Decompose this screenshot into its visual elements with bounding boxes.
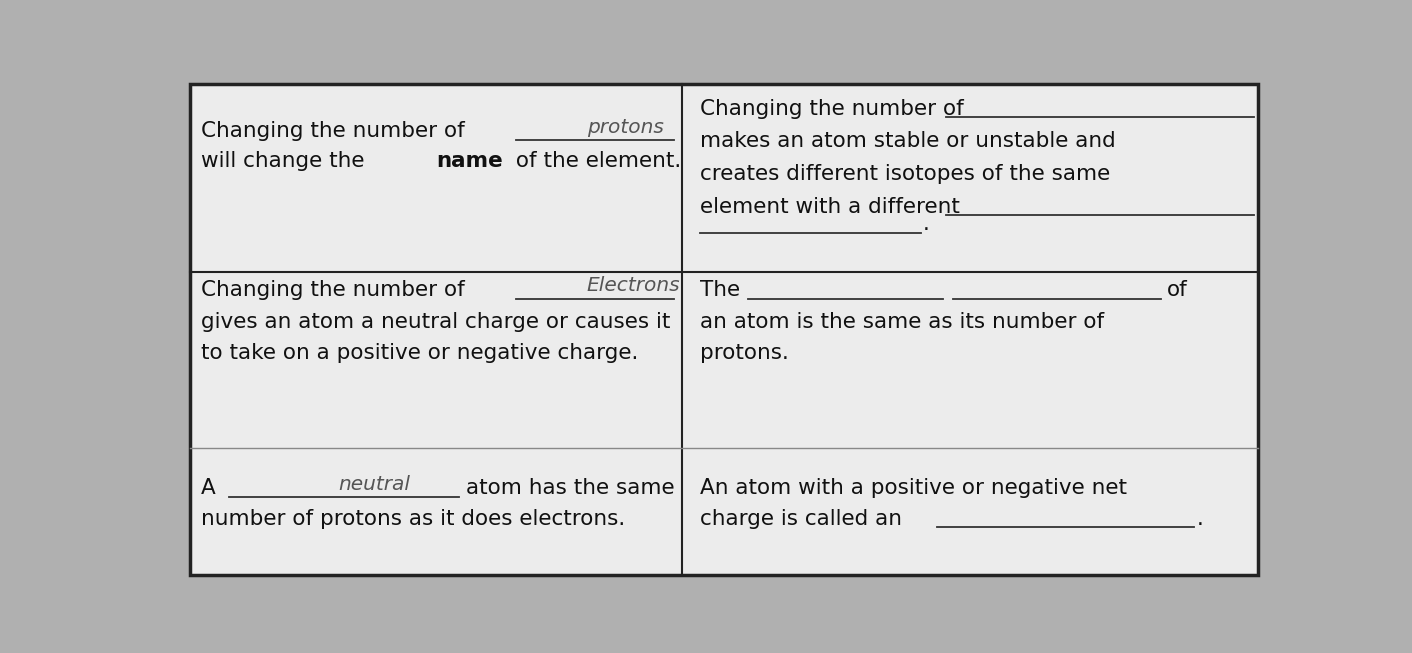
Text: number of protons as it does electrons.: number of protons as it does electrons. (201, 509, 626, 530)
Text: Changing the number of: Changing the number of (201, 279, 465, 300)
Text: A: A (201, 478, 215, 498)
Text: makes an atom stable or unstable and: makes an atom stable or unstable and (699, 131, 1115, 151)
Text: protons: protons (587, 118, 664, 137)
Text: Changing the number of: Changing the number of (201, 121, 465, 141)
Text: an atom is the same as its number of: an atom is the same as its number of (699, 312, 1104, 332)
Text: protons.: protons. (699, 343, 788, 364)
Text: gives an atom a neutral charge or causes it: gives an atom a neutral charge or causes… (201, 312, 669, 332)
Text: of the element.: of the element. (510, 151, 682, 171)
Text: to take on a positive or negative charge.: to take on a positive or negative charge… (201, 343, 638, 364)
Text: element with a different: element with a different (699, 197, 966, 217)
Text: .: . (923, 214, 929, 234)
Text: creates different isotopes of the same: creates different isotopes of the same (699, 164, 1110, 184)
Text: Electrons: Electrons (587, 276, 681, 295)
Text: will change the: will change the (201, 151, 371, 171)
Text: of: of (1166, 279, 1187, 300)
Text: Changing the number of: Changing the number of (699, 99, 970, 119)
Text: atom has the same: atom has the same (466, 478, 675, 498)
Text: An atom with a positive or negative net: An atom with a positive or negative net (699, 478, 1127, 498)
Text: charge is called an: charge is called an (699, 509, 908, 530)
Text: neutral: neutral (339, 475, 411, 494)
Text: .: . (1196, 509, 1203, 530)
Text: The: The (699, 279, 747, 300)
Text: name: name (436, 151, 503, 171)
